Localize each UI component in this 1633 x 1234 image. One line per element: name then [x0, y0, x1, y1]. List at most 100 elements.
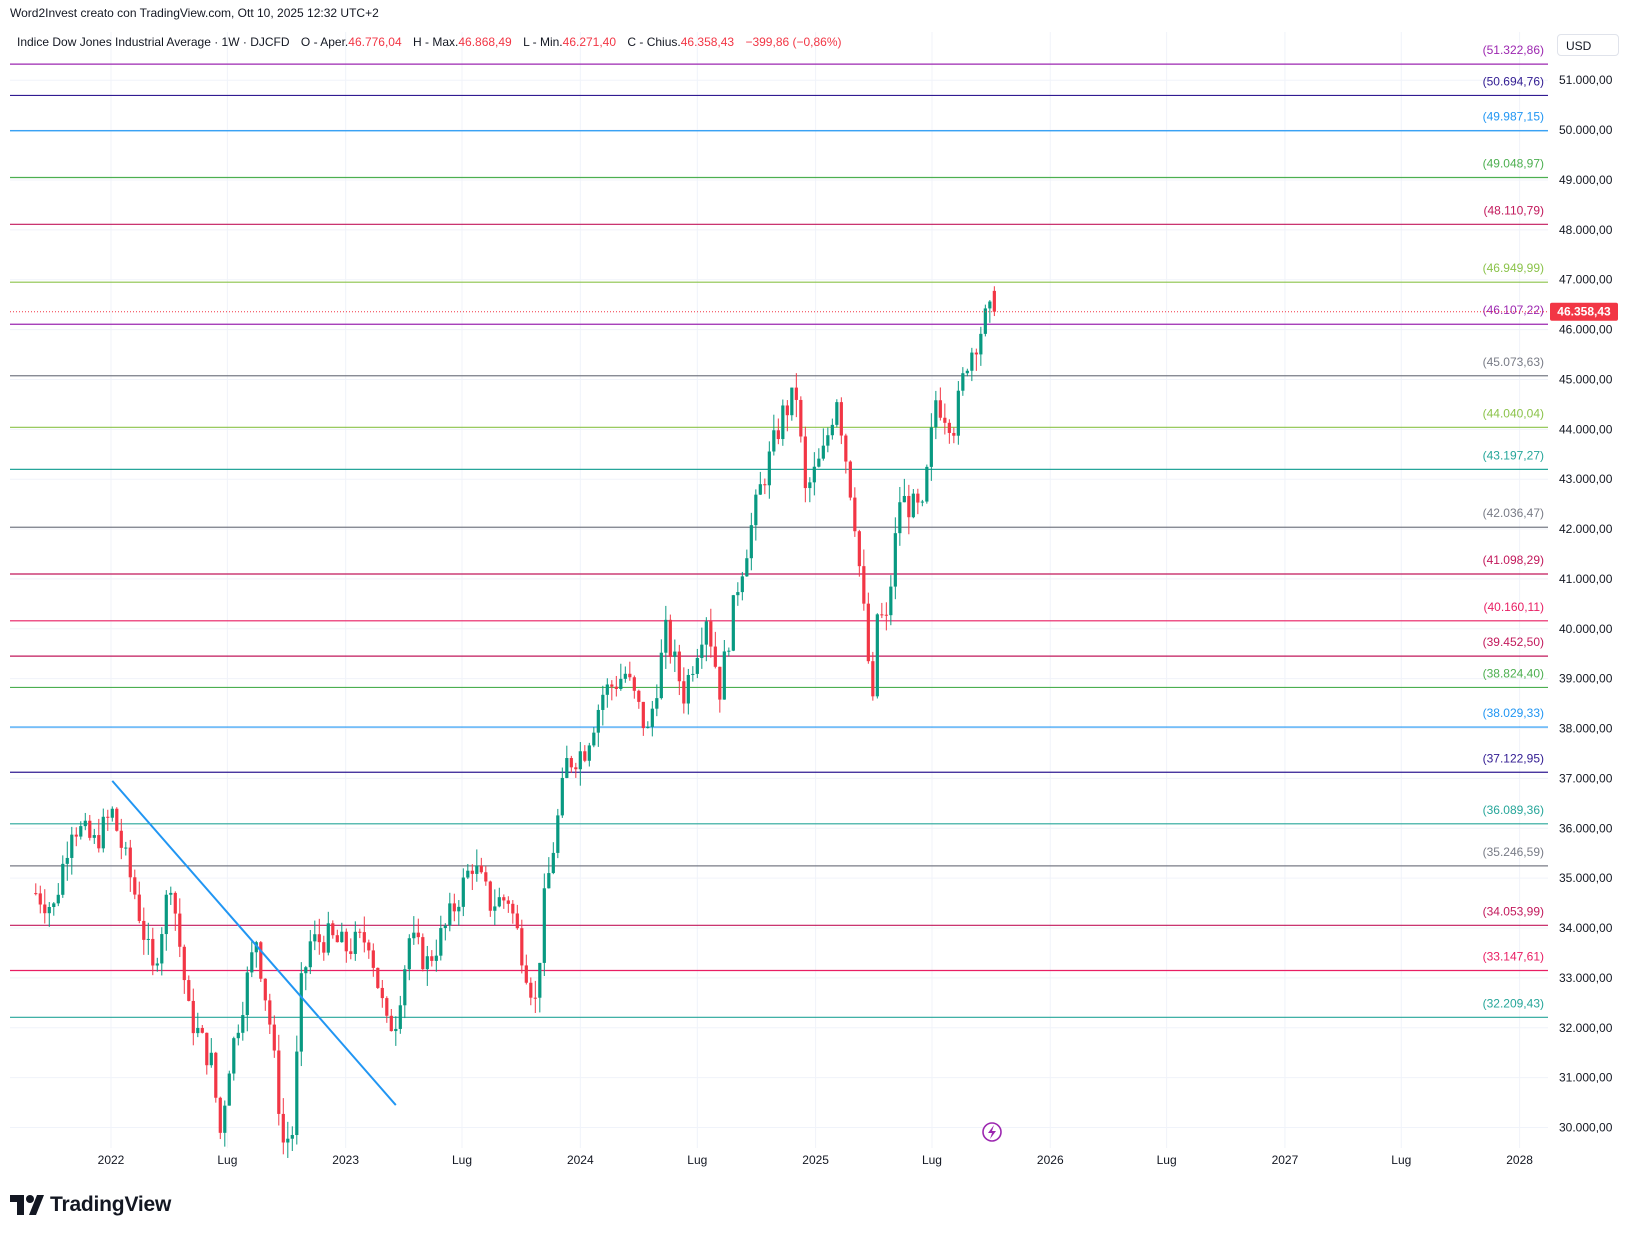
candle-body — [709, 621, 713, 647]
candle-body — [781, 405, 785, 440]
candle-body — [952, 432, 956, 436]
candle-body — [875, 614, 879, 697]
x-tick-label: Lug — [217, 1153, 237, 1167]
y-tick-label: 37.000,00 — [1559, 771, 1613, 785]
candle-body — [628, 673, 632, 678]
candle-body — [304, 967, 308, 974]
x-tick-label: 2028 — [1506, 1153, 1533, 1167]
y-tick-label: 30.000,00 — [1559, 1121, 1613, 1135]
y-tick-label: 50.000,00 — [1559, 123, 1613, 137]
candle-body — [376, 967, 380, 988]
candle-body — [817, 458, 821, 467]
candle-body — [232, 1038, 236, 1074]
candle-body — [124, 847, 128, 849]
x-tick-label: Lug — [452, 1153, 472, 1167]
candle-body — [151, 938, 155, 966]
high-value: 46.868,49 — [458, 35, 512, 49]
candle-body — [479, 865, 483, 873]
candle-body — [812, 466, 816, 483]
candle-body — [146, 938, 150, 940]
candle-body — [241, 1015, 245, 1033]
x-tick-label: 2022 — [98, 1153, 125, 1167]
candle-body — [137, 894, 141, 921]
candle-body — [569, 758, 573, 768]
y-axis[interactable]: 30.000,00 31.000,00 32.000,00 33.000,00 34.0… — [1559, 73, 1613, 1134]
candle-body — [542, 888, 546, 963]
candle-body — [196, 1027, 200, 1034]
y-tick-label: 45.000,00 — [1559, 372, 1613, 386]
candle-body — [245, 972, 249, 1016]
candle-body — [551, 852, 555, 874]
candle-body — [416, 932, 420, 938]
candle-body — [511, 903, 515, 914]
level-label: (39.452,50) — [1483, 635, 1544, 649]
low-value: 46.271,40 — [562, 35, 617, 49]
candle-body — [133, 877, 137, 895]
candle-body — [443, 925, 447, 929]
x-tick-label: 2026 — [1037, 1153, 1064, 1167]
candle-body — [200, 1027, 204, 1033]
candle-body — [61, 863, 65, 895]
candle-body — [857, 531, 861, 567]
candle-body — [331, 923, 335, 936]
candle-body — [889, 586, 893, 616]
trendline[interactable] — [111, 780, 397, 1106]
candle-body — [799, 399, 803, 437]
candle-body — [326, 923, 330, 953]
candle-body — [439, 928, 443, 956]
candle-body — [493, 906, 497, 911]
candle-body — [403, 969, 407, 1006]
candle-body — [592, 732, 596, 746]
candle-body — [614, 686, 618, 689]
candle-body — [223, 1105, 227, 1133]
candle-body — [745, 558, 749, 577]
candle-body — [74, 834, 78, 837]
candle-body — [803, 436, 807, 489]
candle-body — [515, 913, 519, 929]
y-tick-label: 38.000,00 — [1559, 722, 1613, 736]
candle-body — [322, 942, 326, 953]
level-label: (38.824,40) — [1483, 666, 1544, 680]
y-tick-label: 34.000,00 — [1559, 921, 1613, 935]
trendline-segment[interactable] — [111, 780, 397, 1106]
candle-body — [209, 1052, 213, 1066]
open-label: O - Aper. — [300, 35, 349, 49]
candle-body — [52, 903, 56, 908]
candle-body — [668, 619, 672, 657]
candle-body — [821, 445, 825, 459]
brand-logo[interactable]: TradingView — [10, 1192, 171, 1218]
candle-body — [128, 847, 132, 878]
candle-body — [583, 751, 587, 761]
candle-body — [650, 708, 654, 727]
candle-body — [740, 576, 744, 593]
candle-body — [767, 451, 771, 486]
candle-body — [605, 684, 609, 695]
x-axis[interactable]: 2022 Lug 2023 Lug 2024 Lug 2025 Lug 2026 Lug 2027 L… — [98, 1153, 1534, 1167]
candle-body — [313, 934, 317, 942]
currency-button[interactable]: USD — [1557, 34, 1619, 56]
x-tick-label: 2023 — [332, 1153, 359, 1167]
candle-body — [808, 482, 812, 489]
candle-body — [565, 758, 569, 778]
level-label: (49.048,97) — [1483, 157, 1544, 171]
candle-body — [191, 1000, 195, 1034]
candle-body — [673, 651, 677, 657]
candle-body — [286, 1138, 290, 1143]
candle-body — [506, 900, 510, 904]
candle-body — [434, 955, 438, 961]
candle-body — [160, 934, 164, 964]
candle-body — [974, 352, 978, 355]
candle-body — [992, 290, 996, 312]
candle-body — [749, 525, 753, 559]
candle-body — [250, 952, 254, 973]
x-tick-label: Lug — [922, 1153, 942, 1167]
candle-body — [214, 1052, 218, 1098]
candle-body — [533, 997, 537, 999]
lightning-icon[interactable] — [982, 1122, 1002, 1142]
candle-body — [826, 435, 830, 446]
candle-body — [718, 666, 722, 700]
candle-body — [596, 709, 600, 733]
symbol-title[interactable]: Indice Dow Jones Industrial Average · 1W… — [17, 35, 290, 49]
horizontal-levels[interactable]: (51.322,86) (50.694,76) (49.987,15) (49.048… — [10, 43, 1548, 1018]
